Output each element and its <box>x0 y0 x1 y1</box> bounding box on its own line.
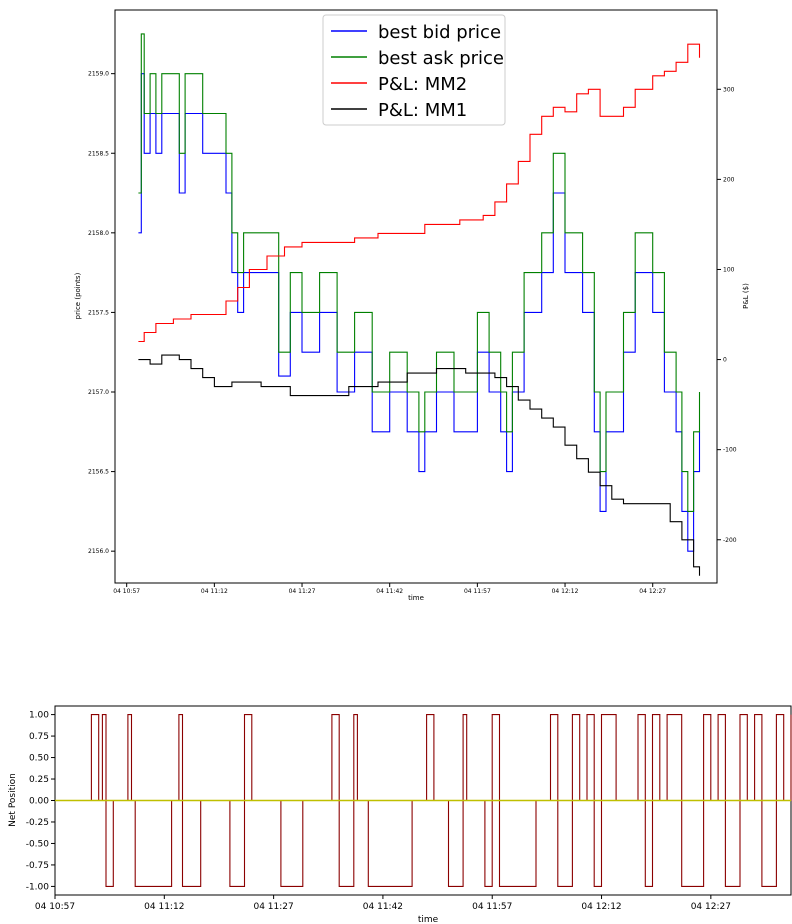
top-series-line-3 <box>138 354 701 576</box>
bottom-x-tick-label-4: 04 11:57 <box>472 902 512 912</box>
top-x-tick-label-5: 04 12:12 <box>552 588 579 595</box>
legend-label-2: P&L: MM2 <box>378 74 467 95</box>
bottom-y-tick-label-6: -0.50 <box>26 839 50 849</box>
top-x-tick-label-0: 04 10:57 <box>113 588 140 595</box>
bottom-y-tick-label-4: 0.00 <box>29 797 49 807</box>
bottom-y-tick-label-0: 1.00 <box>29 711 49 721</box>
bottom-y-axis-label: Net Position <box>8 773 18 827</box>
bottom-y-tick-label-1: 0.75 <box>29 732 49 742</box>
top-y2-tick-label-5: 300 <box>723 86 735 93</box>
bottom-x-axis-label: time <box>418 915 439 924</box>
top-x-tick-label-3: 04 11:42 <box>376 588 403 595</box>
bottom-x-tick-label-5: 04 12:12 <box>581 902 621 912</box>
top-y-tick-label-5: 2158.5 <box>88 150 109 157</box>
bottom-y-tick-label-5: -0.25 <box>26 818 49 828</box>
bottom-series-group <box>55 714 792 887</box>
bottom-x-tick-label-3: 04 11:42 <box>363 902 403 912</box>
bottom-x-tick-label-1: 04 11:12 <box>144 902 184 912</box>
top-series-line-1 <box>138 33 701 512</box>
top-x-ticks: 04 10:57 04 11:12 04 11:27 04 11:42 04 11:57… <box>113 583 666 595</box>
bottom-y-tick-label-7: -0.75 <box>26 861 49 871</box>
net-position-chart: 04 10:57 04 11:12 04 11:27 04 11:42 04 11:57… <box>8 705 792 924</box>
top-series-line-2 <box>138 43 701 343</box>
top-y-tick-label-2: 2157.0 <box>88 389 109 396</box>
top-x-tick-label-1: 04 11:12 <box>201 588 228 595</box>
top-plot-frame <box>114 9 718 584</box>
top-x-axis-label: time <box>408 594 424 602</box>
legend-label-0: best bid price <box>378 22 501 43</box>
top-x-tick-label-2: 04 11:27 <box>289 588 316 595</box>
bottom-y-ticks: 1.00 0.75 0.50 0.25 0.00 -0.25 -0.50 -0.75 -1.00 <box>26 711 55 892</box>
top-y2-tick-label-1: -100 <box>723 447 737 454</box>
top-y2-tick-label-0: -200 <box>723 537 737 544</box>
bottom-x-tick-label-0: 04 10:57 <box>35 902 75 912</box>
top-y-left-ticks: 2156.0 2156.5 2157.0 2157.5 2158.0 2158.5 2159… <box>88 71 115 555</box>
top-legend: best bid price best ask price P&L: MM2 P… <box>322 14 506 126</box>
bottom-x-tick-label-6: 04 12:27 <box>691 902 731 912</box>
legend-label-1: best ask price <box>378 48 504 69</box>
price-pnl-chart: 04 10:57 04 11:12 04 11:27 04 11:42 04 11:57… <box>74 9 750 602</box>
top-series-group <box>138 33 701 576</box>
top-y-tick-label-4: 2158.0 <box>88 230 109 237</box>
top-x-tick-label-6: 04 12:27 <box>639 588 666 595</box>
bottom-y-tick-label-3: 0.25 <box>29 775 49 785</box>
bottom-x-ticks: 04 10:57 04 11:12 04 11:27 04 11:42 04 11:57… <box>35 895 731 912</box>
bottom-y-tick-label-8: -1.00 <box>26 882 50 892</box>
top-y-axis-label: price (points) <box>74 272 82 319</box>
top-y-tick-label-1: 2156.5 <box>88 469 109 476</box>
top-x-tick-label-4: 04 11:57 <box>464 588 491 595</box>
top-y-tick-label-3: 2157.5 <box>88 309 109 316</box>
top-y2-tick-label-4: 200 <box>723 176 735 183</box>
top-y2-axis-label: P&L ($) <box>742 283 750 309</box>
top-y-tick-label-6: 2159.0 <box>88 71 109 78</box>
top-y-tick-label-0: 2156.0 <box>88 548 109 555</box>
top-y2-tick-label-2: 0 <box>723 357 727 364</box>
bottom-x-tick-label-2: 04 11:27 <box>253 902 293 912</box>
legend-label-3: P&L: MM1 <box>378 100 467 121</box>
bottom-y-tick-label-2: 0.50 <box>29 754 49 764</box>
legend-box <box>322 14 506 126</box>
top-series-line-0 <box>138 73 701 552</box>
top-y2-tick-label-3: 100 <box>723 266 735 273</box>
top-y-right-ticks: -200 -100 0 100 200 300 <box>717 86 737 544</box>
